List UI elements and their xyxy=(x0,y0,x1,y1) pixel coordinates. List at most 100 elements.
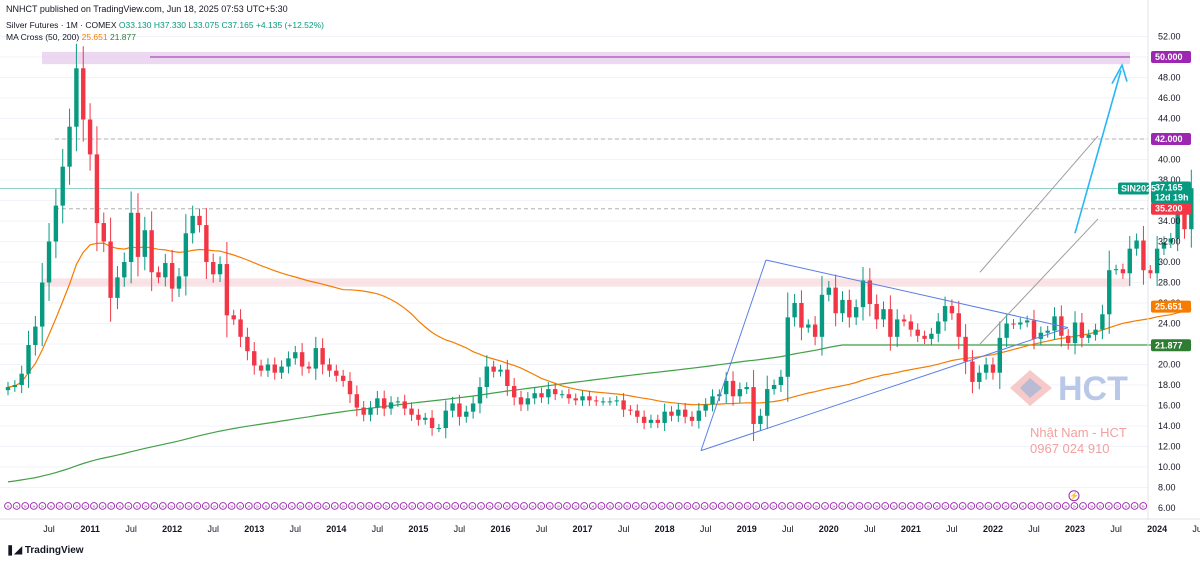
event-marker[interactable]: » xyxy=(889,502,898,511)
event-marker[interactable]: » xyxy=(29,502,38,511)
event-marker[interactable]: » xyxy=(993,502,1001,511)
event-marker[interactable]: » xyxy=(270,502,279,511)
event-marker[interactable]: » xyxy=(141,502,150,511)
event-marker[interactable]: » xyxy=(348,502,356,511)
event-marker[interactable]: » xyxy=(726,502,735,511)
event-marker[interactable]: » xyxy=(253,502,262,511)
event-marker[interactable]: » xyxy=(459,502,468,511)
event-marker[interactable]: » xyxy=(305,502,313,511)
event-marker[interactable]: » xyxy=(735,502,743,511)
event-marker[interactable]: » xyxy=(287,502,296,511)
symbol-name[interactable]: Silver Futures · 1M · COMEX xyxy=(6,20,117,30)
event-marker[interactable]: » xyxy=(193,502,202,511)
event-marker[interactable]: » xyxy=(227,502,236,511)
event-marker[interactable]: » xyxy=(1053,502,1062,511)
event-marker[interactable]: » xyxy=(55,502,64,511)
event-marker[interactable]: » xyxy=(158,502,167,511)
event-marker[interactable]: » xyxy=(451,502,460,511)
event-marker[interactable]: » xyxy=(47,502,55,511)
event-marker[interactable]: » xyxy=(769,502,778,511)
event-marker[interactable]: » xyxy=(425,502,434,511)
event-marker[interactable]: » xyxy=(244,502,253,511)
event-marker[interactable]: » xyxy=(709,502,718,511)
event-marker[interactable]: » xyxy=(416,502,425,511)
event-marker[interactable]: » xyxy=(373,502,382,511)
event-marker[interactable]: » xyxy=(915,502,924,511)
event-marker[interactable]: » xyxy=(339,502,348,511)
event-marker[interactable]: » xyxy=(1130,502,1139,511)
event-marker[interactable]: » xyxy=(313,502,322,511)
event-marker[interactable]: » xyxy=(1096,502,1105,511)
event-marker[interactable]: » xyxy=(967,502,976,511)
event-marker[interactable]: » xyxy=(176,502,184,511)
event-marker[interactable]: » xyxy=(1027,502,1036,511)
event-marker[interactable]: » xyxy=(502,502,511,511)
event-marker[interactable]: » xyxy=(975,502,984,511)
event-marker[interactable]: » xyxy=(580,502,589,511)
event-marker[interactable]: » xyxy=(545,502,554,511)
event-marker[interactable]: » xyxy=(434,502,442,511)
event-marker[interactable]: » xyxy=(932,502,941,511)
event-marker[interactable]: » xyxy=(778,502,786,511)
event-marker[interactable]: » xyxy=(1122,502,1130,511)
event-marker[interactable]: » xyxy=(692,502,700,511)
event-marker[interactable]: » xyxy=(511,502,520,511)
event-marker[interactable]: » xyxy=(356,502,365,511)
event-marker[interactable]: » xyxy=(657,502,666,511)
event-marker[interactable]: » xyxy=(821,502,829,511)
event-marker[interactable]: » xyxy=(1001,502,1010,511)
event-marker[interactable]: » xyxy=(1070,502,1079,511)
event-marker[interactable]: » xyxy=(958,502,967,511)
event-marker[interactable]: » xyxy=(399,502,408,511)
event-marker[interactable]: » xyxy=(382,502,391,511)
event-marker[interactable]: » xyxy=(81,502,90,511)
event-marker[interactable]: » xyxy=(786,502,795,511)
event-marker[interactable]: » xyxy=(588,502,597,511)
event-marker[interactable]: » xyxy=(640,502,649,511)
event-marker[interactable]: » xyxy=(924,502,933,511)
event-marker[interactable]: » xyxy=(72,502,81,511)
event-marker[interactable]: » xyxy=(322,502,331,511)
event-marker[interactable]: » xyxy=(537,502,546,511)
event-marker[interactable]: » xyxy=(812,502,821,511)
event-marker[interactable]: » xyxy=(1061,502,1070,511)
event-marker[interactable]: » xyxy=(520,502,528,511)
event-marker[interactable]: » xyxy=(1104,502,1113,511)
event-marker[interactable]: » xyxy=(649,502,657,511)
event-marker[interactable]: » xyxy=(485,502,494,511)
event-marker[interactable]: » xyxy=(391,502,399,511)
event-marker[interactable]: » xyxy=(1036,502,1044,511)
event-marker[interactable]: » xyxy=(38,502,47,511)
event-marker[interactable]: » xyxy=(201,502,210,511)
lightning-event-marker[interactable]: ⚡ xyxy=(1068,490,1080,502)
event-marker[interactable]: » xyxy=(700,502,709,511)
event-marker[interactable]: » xyxy=(184,502,193,511)
event-marker[interactable]: » xyxy=(98,502,107,511)
event-marker[interactable]: » xyxy=(210,502,219,511)
event-marker[interactable]: » xyxy=(872,502,881,511)
event-marker[interactable]: » xyxy=(468,502,477,511)
event-marker[interactable]: » xyxy=(898,502,907,511)
event-marker[interactable]: » xyxy=(855,502,864,511)
event-marker[interactable]: » xyxy=(614,502,623,511)
event-marker[interactable]: » xyxy=(864,502,872,511)
event-marker[interactable]: » xyxy=(279,502,288,511)
event-marker[interactable]: » xyxy=(571,502,580,511)
tradingview-logo[interactable]: ❚◢ TradingView xyxy=(6,545,84,556)
ma-legend[interactable]: MA Cross (50, 200) 25.651 21.877 xyxy=(6,32,136,42)
event-marker[interactable]: » xyxy=(408,502,417,511)
event-marker[interactable]: » xyxy=(803,502,812,511)
symbol-legend[interactable]: Silver Futures · 1M · COMEX O33.130 H37.… xyxy=(6,20,324,30)
event-marker[interactable]: » xyxy=(606,502,614,511)
event-marker[interactable]: » xyxy=(563,502,571,511)
event-marker[interactable]: » xyxy=(1010,502,1019,511)
event-marker[interactable]: » xyxy=(950,502,958,511)
event-marker[interactable]: » xyxy=(107,502,116,511)
event-marker[interactable]: » xyxy=(1087,502,1096,511)
event-marker[interactable]: » xyxy=(528,502,537,511)
event-marker[interactable]: » xyxy=(623,502,632,511)
event-marker[interactable]: » xyxy=(760,502,769,511)
event-marker[interactable]: » xyxy=(717,502,726,511)
event-marker[interactable]: » xyxy=(477,502,485,511)
event-marker[interactable]: » xyxy=(330,502,339,511)
